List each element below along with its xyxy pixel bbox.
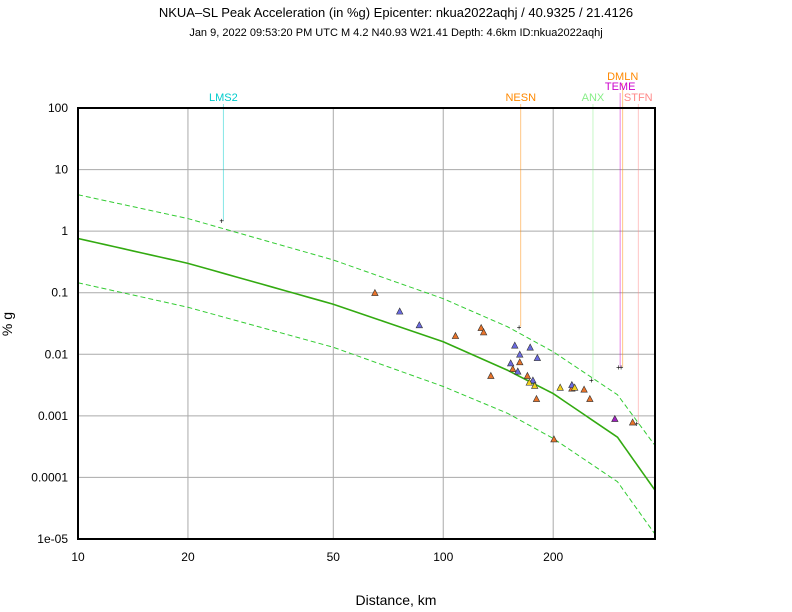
x-tick-label: 100 bbox=[433, 550, 453, 564]
y-tick-label: 0.001 bbox=[38, 409, 68, 423]
chart-subtitle: Jan 9, 2022 09:53:20 PM UTC M 4.2 N40.93… bbox=[189, 27, 602, 39]
data-point-triangle bbox=[451, 331, 460, 339]
station-label: TEME bbox=[605, 81, 636, 93]
gmpe-lower-curve bbox=[77, 282, 656, 535]
gmpe-median-curve bbox=[77, 237, 656, 491]
data-point-triangle bbox=[511, 341, 519, 349]
station-marker-plus: + bbox=[517, 323, 522, 332]
station-marker-plus: + bbox=[619, 363, 624, 372]
station-label: ANX bbox=[582, 92, 605, 104]
station-marker-plus: + bbox=[589, 376, 594, 385]
data-point-triangle bbox=[550, 435, 558, 443]
data-point-triangle bbox=[580, 385, 588, 393]
data-point-triangle bbox=[523, 371, 532, 379]
data-point-triangle bbox=[533, 353, 542, 361]
gmpe-curves bbox=[77, 194, 656, 535]
data-point-triangle bbox=[532, 394, 541, 402]
data-point-triangle bbox=[611, 414, 619, 422]
y-tick-label: 0.01 bbox=[45, 347, 69, 361]
chart-title: NKUA–SL Peak Acceleration (in %g) Epicen… bbox=[159, 5, 633, 20]
y-tick-label: 0.0001 bbox=[31, 470, 68, 484]
data-point-triangle bbox=[506, 359, 515, 367]
x-axis-label: Distance, km bbox=[356, 592, 437, 608]
data-point-triangle bbox=[479, 328, 488, 336]
station-label: LMS2 bbox=[209, 92, 238, 104]
x-tick-label: 20 bbox=[181, 550, 195, 564]
data-points bbox=[371, 288, 637, 443]
y-axis-label: % g bbox=[0, 312, 15, 336]
data-point-triangle bbox=[487, 371, 495, 379]
data-point-triangle bbox=[529, 376, 537, 384]
y-tick-label: 100 bbox=[48, 101, 68, 115]
station-label: STFN bbox=[624, 92, 653, 104]
y-tick-label: 0.1 bbox=[51, 286, 68, 300]
data-point-triangle bbox=[509, 365, 517, 373]
data-point-triangle bbox=[371, 288, 379, 296]
station-marker-plus: + bbox=[634, 420, 639, 429]
data-point-triangle bbox=[526, 343, 534, 351]
station-label: DMLN bbox=[607, 71, 638, 83]
data-point-triangle bbox=[570, 383, 579, 391]
grid bbox=[77, 107, 655, 540]
tick-labels: 10 20 50 100 200 100 10 1 0.1 0.01 0.001 0.0001 1e-0… bbox=[31, 101, 563, 564]
y-tick-label: 1 bbox=[61, 224, 68, 238]
data-point-triangle bbox=[531, 381, 539, 389]
data-point-triangle bbox=[516, 358, 524, 366]
plot-frame bbox=[77, 107, 656, 540]
x-tick-label: 200 bbox=[543, 550, 563, 564]
data-point-triangle bbox=[516, 350, 524, 358]
y-tick-label: 10 bbox=[55, 163, 69, 177]
gmpe-upper-curve bbox=[77, 194, 656, 446]
station-marker-plus: + bbox=[219, 216, 224, 225]
data-point-triangle bbox=[586, 394, 594, 402]
x-tick-label: 50 bbox=[327, 550, 341, 564]
y-tick-label: 1e-05 bbox=[37, 532, 68, 546]
data-point-triangle bbox=[415, 321, 424, 329]
data-point-triangle bbox=[396, 307, 404, 315]
data-point-triangle bbox=[477, 323, 485, 331]
x-tick-label: 10 bbox=[71, 550, 85, 564]
station-marker-plus: + bbox=[616, 363, 621, 372]
data-point-triangle bbox=[525, 378, 533, 386]
station-lines: ++++++ bbox=[219, 83, 639, 429]
data-point-triangle bbox=[628, 418, 637, 426]
data-point-triangle bbox=[514, 367, 522, 375]
data-point-triangle bbox=[556, 383, 564, 391]
station-label: NESN bbox=[505, 92, 536, 104]
